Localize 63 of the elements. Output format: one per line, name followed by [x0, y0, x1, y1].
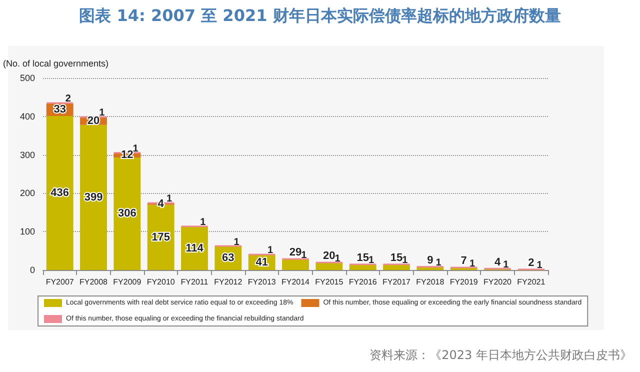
data-label: 1	[166, 194, 172, 205]
total-label: 63	[222, 252, 234, 264]
data-label: 20	[87, 115, 100, 128]
text: 资料来源：《2023 年日本地方公共财政白皮书》	[370, 347, 632, 364]
data-label: 33	[54, 104, 66, 116]
data-label: 1	[132, 143, 139, 154]
data-label: 1	[503, 259, 510, 270]
x-tick-label: FY2009	[113, 278, 142, 286]
data-label: 1	[402, 255, 408, 266]
x-tick-label: FY2007	[46, 278, 74, 286]
bar	[282, 259, 309, 270]
x-tick-label: FY2021	[517, 278, 546, 286]
data-label: 1	[436, 257, 442, 268]
x-tick-label: FY2012	[214, 278, 243, 286]
bar	[80, 124, 107, 270]
y-tick-label: 200	[20, 188, 35, 198]
total-label: 2	[528, 256, 534, 269]
data-label: 1	[99, 108, 106, 119]
bar	[349, 264, 376, 270]
x-tick-label: FY2010	[146, 278, 176, 286]
y-tick-label: 300	[20, 150, 35, 160]
y-tick-label: 500	[20, 73, 35, 83]
total-label: 9	[427, 254, 434, 266]
data-label: 1	[469, 258, 476, 270]
total-label: 399	[84, 191, 103, 204]
data-label: 1	[267, 245, 274, 256]
total-label: 20	[323, 250, 336, 262]
x-tick-label: FY2013	[248, 278, 276, 286]
total-label: 175	[152, 231, 170, 244]
data-label: 1	[536, 260, 543, 272]
bar	[383, 264, 410, 270]
total-label: 4	[494, 256, 502, 268]
chart-title: 图表 14: 2007 至 2021 财年日本实际偿债率超标的地方政府数量	[78, 6, 562, 27]
y-tick-label: 0	[30, 265, 35, 275]
bar	[316, 262, 343, 270]
total-label: 41	[256, 256, 268, 268]
total-label: 15	[390, 252, 403, 264]
data-label: 1	[334, 253, 341, 264]
total-label: 114	[186, 242, 204, 254]
y-tick-label: 400	[20, 111, 35, 122]
data-label: 1	[200, 217, 206, 228]
y-axis-title: (No. of local governments)	[3, 58, 109, 68]
x-tick-label: FY2014	[281, 278, 310, 286]
data-label: 1	[368, 255, 374, 266]
y-tick-label: 100	[20, 226, 35, 237]
total-label: 7	[460, 255, 467, 268]
total-label: 15	[356, 252, 369, 264]
total-label: 29	[289, 246, 302, 259]
x-tick-label: FY2011	[180, 278, 209, 286]
data-label: 1	[301, 250, 308, 261]
x-tick-label: FY2016	[348, 278, 378, 286]
total-label: 306	[118, 208, 136, 220]
bar	[46, 116, 74, 270]
x-tick-label: FY2015	[315, 278, 344, 286]
bar	[114, 157, 141, 270]
total-label: 436	[50, 187, 70, 200]
x-tick-label: FY2019	[450, 278, 478, 286]
x-tick-label: FY2018	[416, 278, 445, 286]
x-tick-label: FY2008	[79, 278, 108, 286]
x-tick-label: FY2020	[483, 278, 512, 286]
x-tick-label: FY2017	[382, 278, 412, 286]
data-label: 1	[234, 236, 240, 248]
data-label: 2	[65, 94, 72, 105]
